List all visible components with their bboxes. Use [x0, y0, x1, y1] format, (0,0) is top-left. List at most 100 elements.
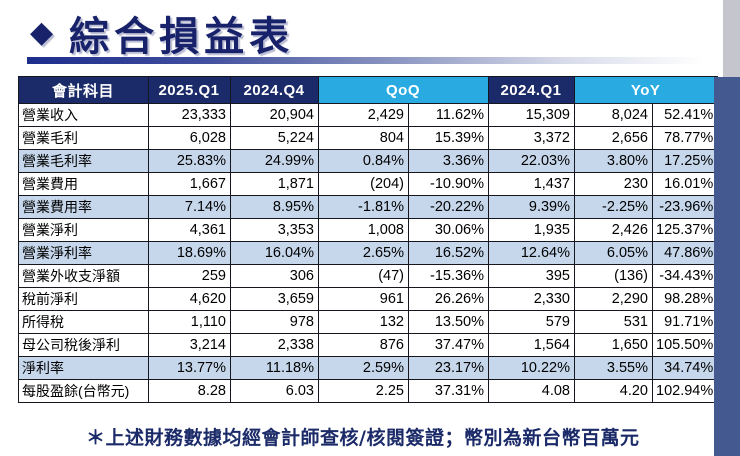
diamond-icon: ◆ — [30, 16, 54, 49]
cell-yoy_diff: 1,650 — [574, 333, 653, 357]
cell-yoy_pct: 91.71% — [651, 310, 719, 334]
table-row: 營業費用 1,667 1,871 (204) -10.90% 1,437 230 16.01% — [18, 172, 719, 196]
cell-qoq_diff: -1.81% — [318, 195, 409, 219]
row-label: 營業收入 — [18, 103, 149, 127]
cell-v2024q1: 1,564 — [488, 333, 575, 357]
cell-v2024q4: 11.18% — [230, 356, 319, 380]
cell-yoy_diff: -2.25% — [574, 195, 653, 219]
cell-v2025q1: 18.69% — [148, 241, 231, 265]
header-account: 會計科目 — [18, 76, 149, 104]
row-label: 營業費用率 — [18, 195, 149, 219]
cell-v2024q1: 22.03% — [488, 149, 575, 173]
cell-yoy_pct: 34.74% — [651, 356, 719, 380]
cell-yoy_pct: 98.28% — [651, 287, 719, 311]
cell-v2024q4: 8.95% — [230, 195, 319, 219]
cell-v2024q1: 3,372 — [488, 126, 575, 150]
cell-yoy_diff: 4.20 — [574, 379, 653, 403]
cell-qoq_diff: (47) — [318, 264, 409, 288]
cell-v2025q1: 4,620 — [148, 287, 231, 311]
cell-qoq_pct: 11.62% — [408, 103, 489, 127]
cell-qoq_diff: 2.65% — [318, 241, 409, 265]
table-row: 稅前淨利 4,620 3,659 961 26.26% 2,330 2,290 98.28% — [18, 287, 719, 311]
cell-v2024q1: 4.08 — [488, 379, 575, 403]
cell-v2025q1: 13.77% — [148, 356, 231, 380]
table-row: 所得稅 1,110 978 132 13.50% 579 531 91.71% — [18, 310, 719, 334]
cell-yoy_diff: 230 — [574, 172, 653, 196]
cell-yoy_pct: 102.94% — [651, 379, 719, 403]
cell-qoq_pct: -20.22% — [408, 195, 489, 219]
cell-yoy_diff: 2,426 — [574, 218, 653, 242]
cell-yoy_pct: 78.77% — [651, 126, 719, 150]
row-label: 每股盈餘(台幣元) — [18, 379, 149, 403]
cell-v2024q4: 3,353 — [230, 218, 319, 242]
table-row: 營業收入 23,333 20,904 2,429 11.62% 15,309 8,024 52… — [18, 103, 719, 127]
side-band-gray — [723, 0, 740, 77]
cell-qoq_diff: 1,008 — [318, 218, 409, 242]
table-row: 營業外收支淨額 259 306 (47) -15.36% 395 (136) -34.43% — [18, 264, 719, 288]
cell-qoq_diff: 2,429 — [318, 103, 409, 127]
cell-v2025q1: 1,110 — [148, 310, 231, 334]
cell-v2024q1: 2,330 — [488, 287, 575, 311]
cell-yoy_diff: 8,024 — [574, 103, 653, 127]
row-label: 營業毛利率 — [18, 149, 149, 173]
row-label: 營業淨利率 — [18, 241, 149, 265]
cell-qoq_diff: 132 — [318, 310, 409, 334]
cell-v2024q1: 395 — [488, 264, 575, 288]
cell-qoq_pct: 37.47% — [408, 333, 489, 357]
row-label: 營業毛利 — [18, 126, 149, 150]
cell-v2025q1: 4,361 — [148, 218, 231, 242]
cell-v2024q4: 1,871 — [230, 172, 319, 196]
cell-v2024q4: 20,904 — [230, 103, 319, 127]
table-row: 淨利率 13.77% 11.18% 2.59% 23.17% 10.22% 3.55% 34.… — [18, 356, 719, 380]
row-label: 所得稅 — [18, 310, 149, 334]
cell-v2024q4: 978 — [230, 310, 319, 334]
row-label: 稅前淨利 — [18, 287, 149, 311]
cell-yoy_diff: 3.80% — [574, 149, 653, 173]
cell-yoy_diff: 6.05% — [574, 241, 653, 265]
table-row: 營業毛利 6,028 5,224 804 15.39% 3,372 2,656 78.77% — [18, 126, 719, 150]
cell-qoq_pct: 3.36% — [408, 149, 489, 173]
header-2024-q1: 2024.Q1 — [488, 76, 575, 104]
row-label: 營業費用 — [18, 172, 149, 196]
cell-v2024q4: 5,224 — [230, 126, 319, 150]
cell-qoq_pct: 26.26% — [408, 287, 489, 311]
header-yoy: YoY — [573, 76, 719, 104]
cell-v2024q4: 16.04% — [230, 241, 319, 265]
cell-v2024q4: 6.03 — [230, 379, 319, 403]
cell-v2025q1: 23,333 — [148, 103, 231, 127]
cell-qoq_pct: -15.36% — [408, 264, 489, 288]
cell-qoq_pct: 30.06% — [408, 218, 489, 242]
table-row: 營業淨利率 18.69% 16.04% 2.65% 16.52% 12.64% 6.05% 4… — [18, 241, 719, 265]
title-underline — [27, 57, 703, 64]
header-qoq: QoQ — [318, 76, 489, 104]
page-title: ◆ 綜合損益表 — [30, 4, 294, 62]
cell-qoq_diff: 2.25 — [318, 379, 409, 403]
cell-v2025q1: 6,028 — [148, 126, 231, 150]
row-label: 營業淨利 — [18, 218, 149, 242]
cell-qoq_diff: 2.59% — [318, 356, 409, 380]
table-row: 每股盈餘(台幣元) 8.28 6.03 2.25 37.31% 4.08 4.20 102.9… — [18, 379, 719, 403]
cell-v2024q4: 306 — [230, 264, 319, 288]
row-label: 母公司稅後淨利 — [18, 333, 149, 357]
header-2024-q4: 2024.Q4 — [230, 76, 319, 104]
cell-v2025q1: 8.28 — [148, 379, 231, 403]
cell-v2025q1: 25.83% — [148, 149, 231, 173]
cell-v2024q1: 9.39% — [488, 195, 575, 219]
cell-yoy_diff: 2,290 — [574, 287, 653, 311]
cell-yoy_pct: -34.43% — [651, 264, 719, 288]
cell-yoy_pct: 125.37% — [651, 218, 719, 242]
cell-v2024q1: 10.22% — [488, 356, 575, 380]
cell-v2024q1: 15,309 — [488, 103, 575, 127]
table-row: 母公司稅後淨利 3,214 2,338 876 37.47% 1,564 1,650 105.… — [18, 333, 719, 357]
cell-qoq_pct: -10.90% — [408, 172, 489, 196]
cell-yoy_pct: -23.96% — [651, 195, 719, 219]
cell-qoq_pct: 16.52% — [408, 241, 489, 265]
cell-v2024q4: 24.99% — [230, 149, 319, 173]
cell-v2024q1: 579 — [488, 310, 575, 334]
title-text: 綜合損益表 — [69, 13, 295, 60]
cell-yoy_pct: 16.01% — [651, 172, 719, 196]
cell-qoq_pct: 13.50% — [408, 310, 489, 334]
cell-yoy_diff: 531 — [574, 310, 653, 334]
table-row: 營業費用率 7.14% 8.95% -1.81% -20.22% 9.39% -2.25% -… — [18, 195, 719, 219]
cell-v2024q1: 1,437 — [488, 172, 575, 196]
